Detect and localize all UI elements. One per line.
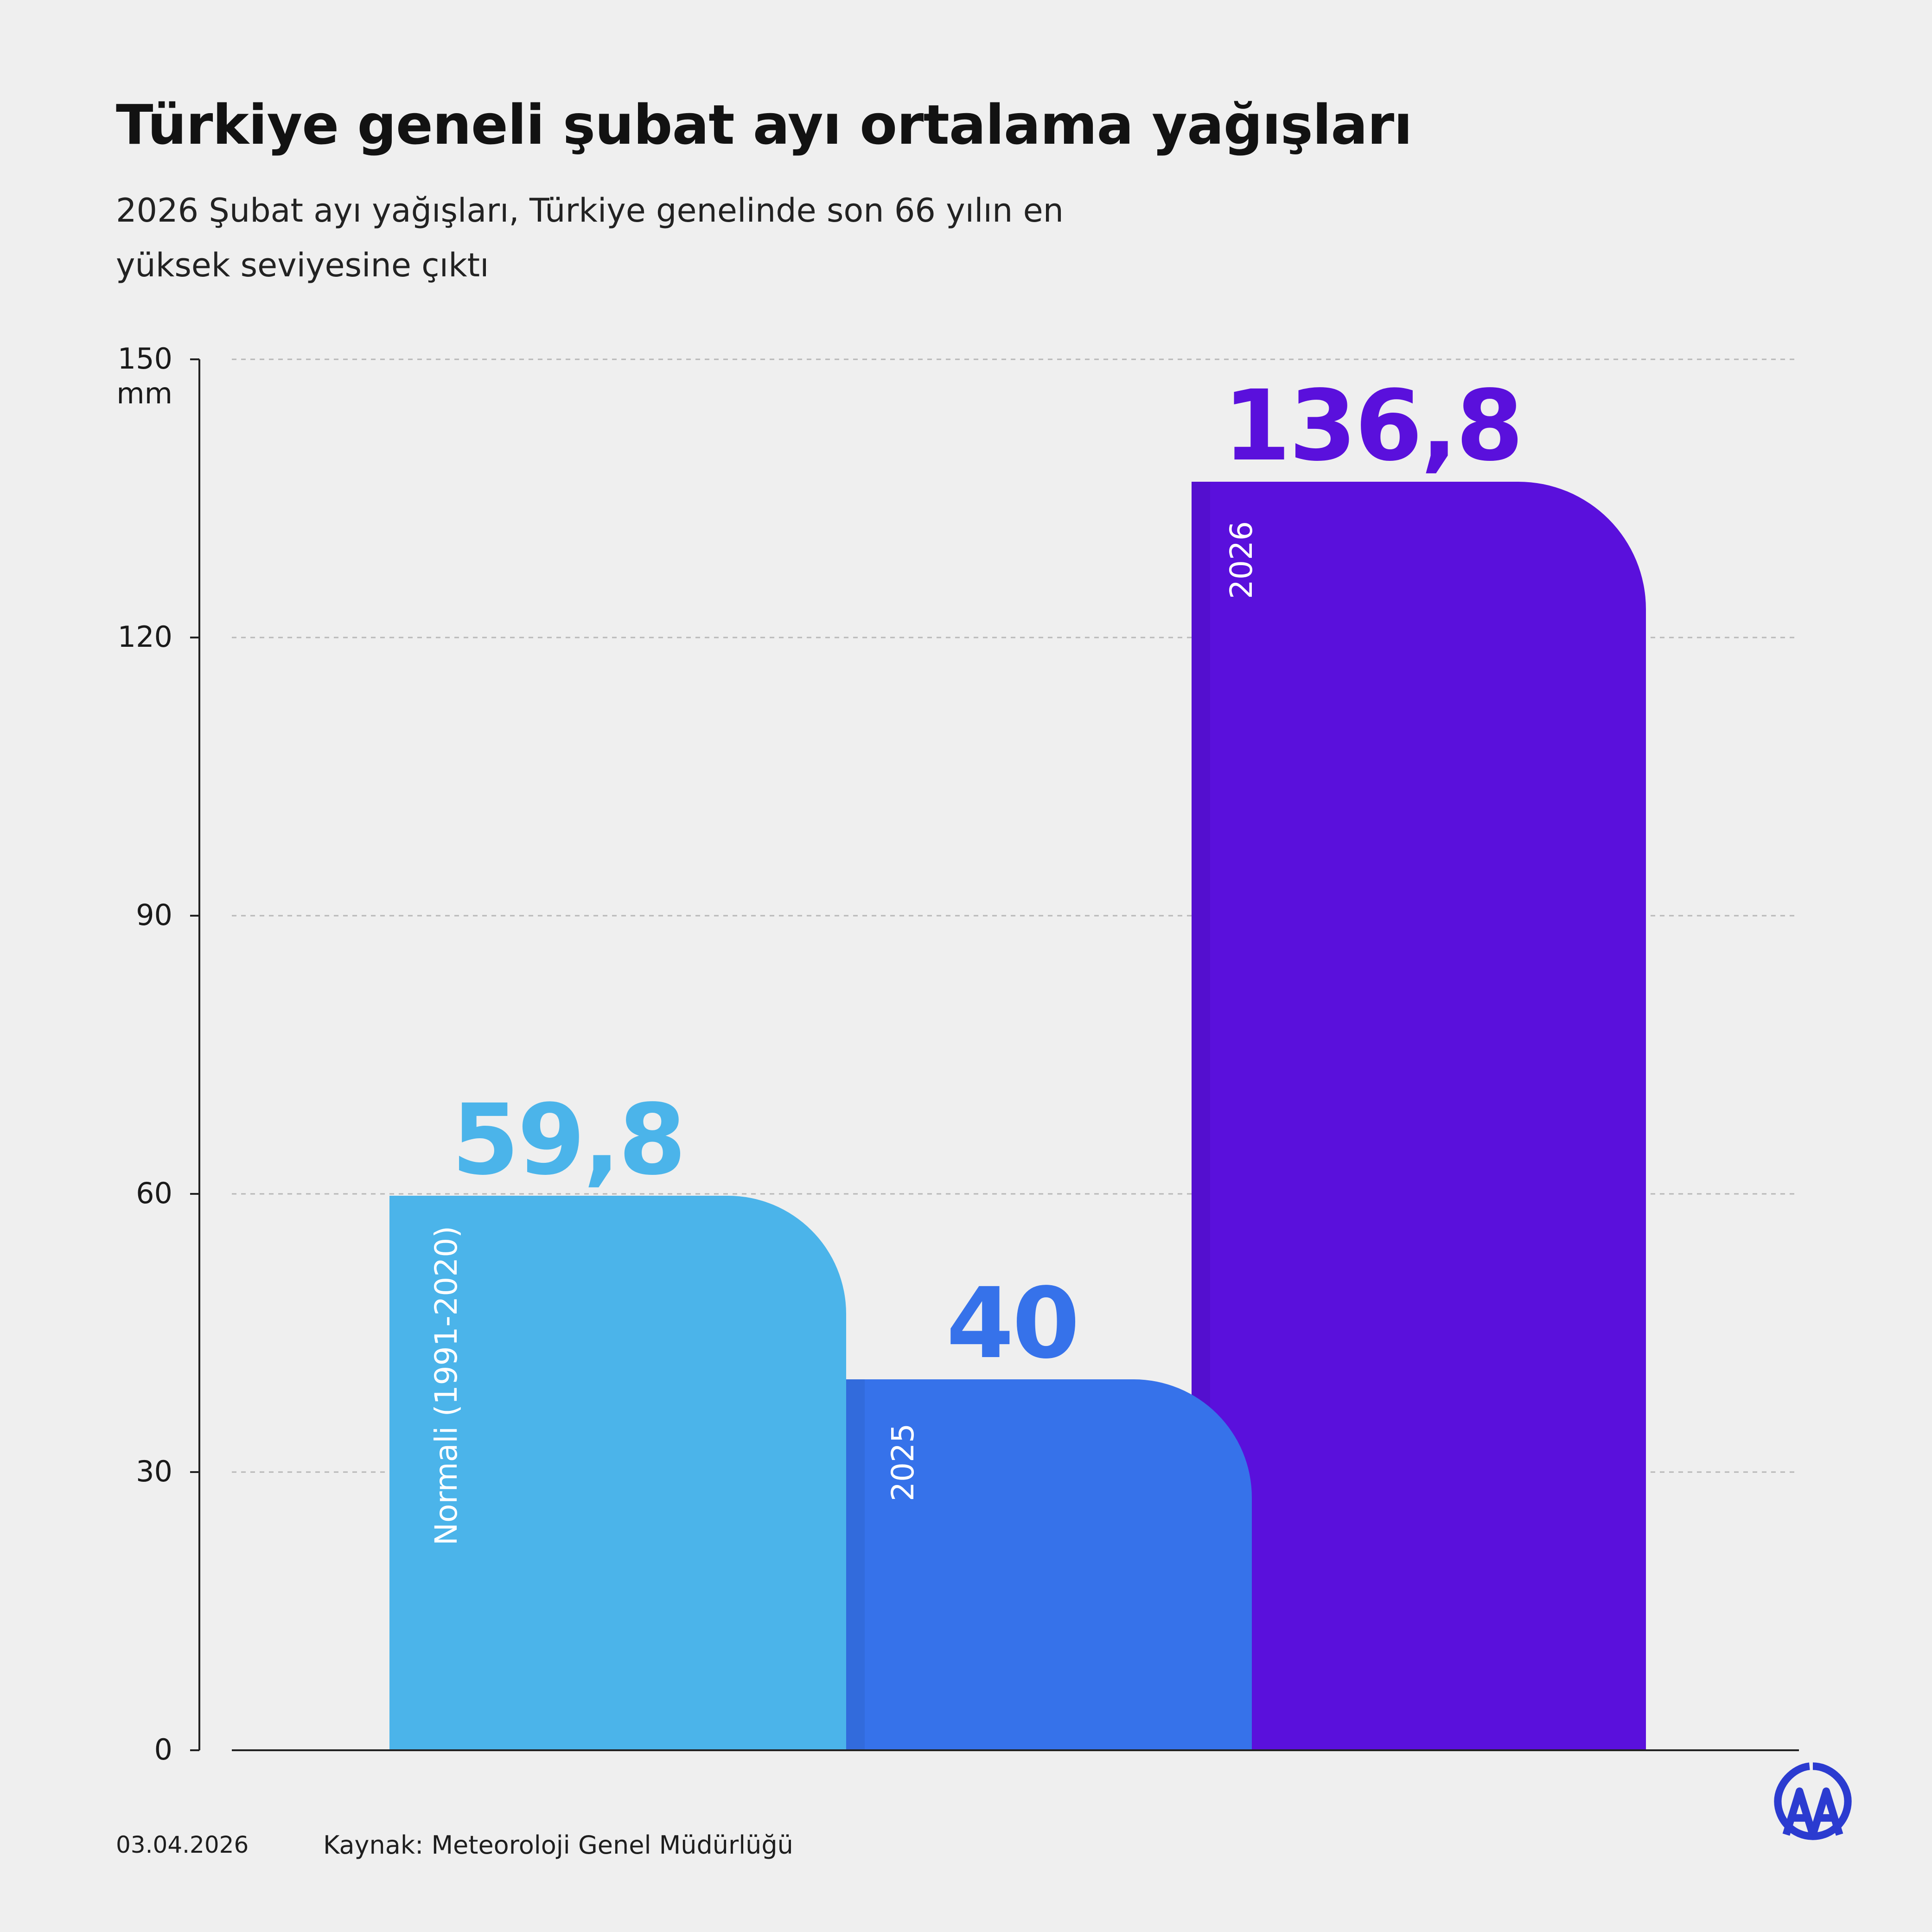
bar — [1192, 482, 1646, 1750]
category-label: 2025 — [885, 1423, 921, 1501]
category-label: 2026 — [1224, 521, 1259, 599]
value-label: 59,8 — [452, 1083, 684, 1197]
bar-shadow — [846, 1379, 865, 1750]
y-tick-label: 0 — [154, 1733, 172, 1766]
footer-date: 03.04.2026 — [116, 1831, 249, 1858]
category-label: Normali (1991-2020) — [428, 1226, 464, 1545]
y-axis-unit-label: mm — [116, 376, 172, 410]
footer-source: Kaynak: Meteoroloji Genel Müdürlüğü — [323, 1830, 793, 1860]
bar — [846, 1379, 1252, 1750]
y-tick-label: 150 — [118, 342, 172, 376]
chart-title: Türkiye geneli şubat ayı ortalama yağışl… — [116, 93, 1413, 157]
y-tick-label: 90 — [136, 898, 172, 932]
chart-subtitle: 2026 Şubat ayı yağışları, Türkiye geneli… — [116, 191, 1064, 284]
value-label: 40 — [946, 1267, 1078, 1380]
bar — [389, 1196, 846, 1750]
y-tick-label: 30 — [136, 1454, 172, 1488]
aa-logo-icon — [1774, 1762, 1852, 1840]
y-tick-label: 120 — [118, 620, 172, 654]
value-label: 136,8 — [1223, 369, 1522, 483]
y-tick-label: 60 — [136, 1176, 172, 1210]
